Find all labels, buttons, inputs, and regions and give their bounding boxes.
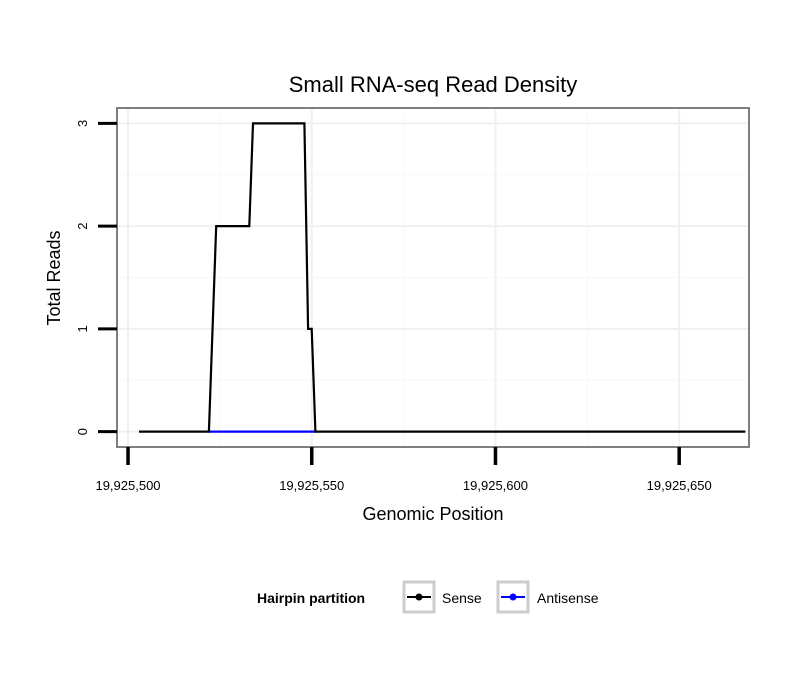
y-tick-label-3: 3 bbox=[75, 120, 90, 127]
legend-title: Hairpin partition bbox=[257, 590, 365, 606]
y-axis-title: Total Reads bbox=[44, 230, 64, 325]
y-tick-label-2: 2 bbox=[75, 223, 90, 230]
legend-item-sense: Sense bbox=[402, 580, 482, 614]
legend-key-marker-sense bbox=[415, 593, 423, 601]
x-tick-label-19925550: 19,925,550 bbox=[279, 478, 344, 493]
legend: Hairpin partition Sense Antisense bbox=[257, 580, 599, 614]
chart-title: Small RNA-seq Read Density bbox=[289, 72, 578, 97]
x-tick-label-19925500: 19,925,500 bbox=[95, 478, 160, 493]
legend-label-sense: Sense bbox=[442, 590, 482, 606]
legend-item-antisense: Antisense bbox=[496, 580, 599, 614]
y-tick-label-1: 1 bbox=[75, 325, 90, 332]
plot-panel bbox=[116, 107, 750, 448]
x-tick-label-19925650: 19,925,650 bbox=[647, 478, 712, 493]
series-layer bbox=[139, 122, 746, 433]
y-axis: 0 1 2 3 bbox=[75, 120, 117, 435]
y-tick-label-0: 0 bbox=[75, 428, 90, 435]
x-tick-label-19925600: 19,925,600 bbox=[463, 478, 528, 493]
series-line-sense bbox=[139, 122, 746, 433]
legend-label-antisense: Antisense bbox=[537, 590, 599, 606]
x-axis: 19,925,500 19,925,550 19,925,600 19,925,650 bbox=[95, 447, 712, 493]
legend-key-box-antisense bbox=[496, 580, 530, 614]
legend-key-marker-antisense bbox=[509, 593, 517, 601]
plot-border bbox=[116, 107, 750, 448]
minor-gridlines bbox=[117, 108, 749, 447]
x-axis-title: Genomic Position bbox=[362, 504, 503, 524]
